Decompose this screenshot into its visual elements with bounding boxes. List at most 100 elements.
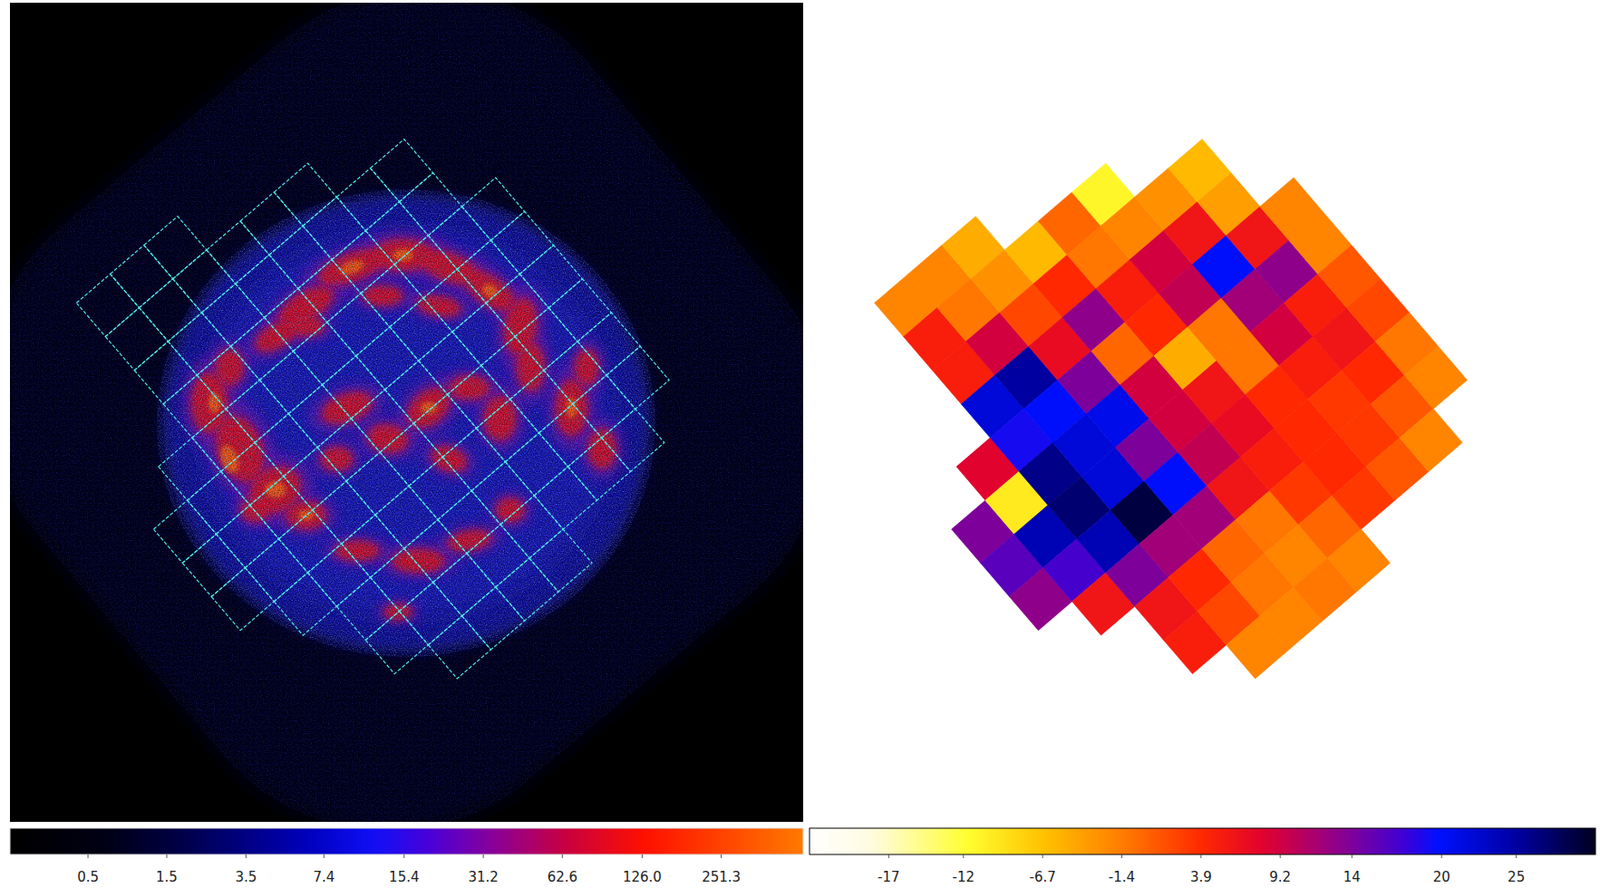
region-box xyxy=(356,327,419,390)
region-box xyxy=(139,279,203,342)
region-box xyxy=(254,414,318,477)
colorbar-tick xyxy=(641,854,643,859)
colorbar-tick-label: 3.5 xyxy=(234,869,257,886)
region-box xyxy=(394,235,457,299)
region-box xyxy=(269,225,332,289)
region-box xyxy=(539,404,602,467)
region-box xyxy=(221,443,284,506)
region-box xyxy=(231,317,294,380)
region-box xyxy=(548,279,611,342)
heat-cell xyxy=(1327,529,1390,592)
colorbar-tick xyxy=(403,854,405,859)
region-box xyxy=(196,346,260,409)
colorbar-tick-label: 14 xyxy=(1343,869,1361,886)
colorbar-strip xyxy=(9,828,804,855)
colorbar-strip xyxy=(809,828,1596,855)
region-grid xyxy=(76,139,670,679)
region-box xyxy=(514,308,578,371)
region-box xyxy=(173,250,236,313)
region-box xyxy=(134,341,197,405)
region-box xyxy=(447,365,511,428)
region-box xyxy=(500,495,563,559)
colorbar-tick-label: -12 xyxy=(952,869,976,886)
region-box xyxy=(365,202,428,265)
colorbar: -17-12-6.7-1.43.99.2142025 xyxy=(809,828,1596,886)
region-box xyxy=(408,456,472,520)
region-box xyxy=(144,216,207,280)
region-box xyxy=(350,389,414,453)
field-noise xyxy=(9,2,804,823)
region-box xyxy=(283,447,347,511)
region-box xyxy=(572,375,636,438)
region-box xyxy=(389,298,453,361)
region-box xyxy=(360,264,424,328)
region-box xyxy=(211,568,274,631)
region-box xyxy=(568,437,631,501)
region-box xyxy=(105,308,168,371)
region-box xyxy=(273,163,337,226)
region-box xyxy=(167,312,231,376)
colorbar-tick xyxy=(483,854,485,859)
region-box xyxy=(317,418,380,482)
field-of-view xyxy=(9,2,804,823)
region-box xyxy=(510,370,573,434)
region-box xyxy=(370,548,434,611)
region-box xyxy=(298,260,361,323)
colorbar-tick-label: 25 xyxy=(1507,869,1525,886)
region-box xyxy=(312,481,376,544)
region-box xyxy=(413,394,476,457)
colorbar-tick-label: 1.5 xyxy=(155,869,178,886)
region-box xyxy=(110,245,174,309)
heat-cell xyxy=(1399,408,1463,472)
region-box xyxy=(533,466,597,530)
colorbar-tick xyxy=(720,854,722,859)
region-box xyxy=(202,283,265,347)
colorbar-tick xyxy=(323,854,325,859)
remnant-bright-noise xyxy=(9,2,804,823)
region-box xyxy=(399,173,463,236)
region-box xyxy=(182,533,245,597)
region-box xyxy=(153,500,216,563)
region-box xyxy=(370,139,434,203)
colorbar-tick-label: 9.2 xyxy=(1269,869,1291,886)
region-box xyxy=(452,302,515,366)
colorbar-tick-label: 15.4 xyxy=(388,869,419,886)
region-box xyxy=(504,433,568,496)
region-box xyxy=(601,408,665,472)
colorbar-tick xyxy=(1042,854,1044,859)
colorbar-tick-label: 126.0 xyxy=(622,869,662,886)
colorbar-tick-label: 3.9 xyxy=(1190,869,1213,886)
region-box xyxy=(404,520,467,583)
region-box xyxy=(76,273,139,337)
figure: 0.51.53.57.415.431.262.6126.0251.3-17-12… xyxy=(0,0,1600,888)
region-box xyxy=(379,423,443,486)
region-box xyxy=(216,505,280,569)
region-box xyxy=(433,553,496,617)
colorbar-tick xyxy=(1200,854,1202,859)
region-box xyxy=(336,168,399,232)
region-box xyxy=(273,572,337,636)
region-box xyxy=(481,337,544,400)
colorbar-tick-label: 31.2 xyxy=(467,869,498,886)
region-box xyxy=(279,510,342,573)
region-box xyxy=(462,177,525,241)
region-box xyxy=(192,408,255,472)
colorbar-tick-label: 251.3 xyxy=(701,869,741,886)
heat-cell xyxy=(1404,346,1467,409)
region-box xyxy=(187,471,251,534)
region-box xyxy=(456,240,520,303)
region-box xyxy=(206,221,270,284)
region-box xyxy=(385,360,448,424)
colorbar-tick xyxy=(165,854,167,859)
colorbar-tick xyxy=(87,854,89,859)
colorbar-tick-label: -6.7 xyxy=(1028,869,1056,886)
region-box xyxy=(322,356,386,419)
region-box xyxy=(577,312,640,376)
region-box xyxy=(302,196,366,260)
region-box xyxy=(519,245,582,309)
region-box xyxy=(250,476,313,540)
region-box xyxy=(264,288,328,351)
region-box xyxy=(399,582,463,646)
region-box xyxy=(341,514,405,578)
region-box xyxy=(158,437,222,501)
